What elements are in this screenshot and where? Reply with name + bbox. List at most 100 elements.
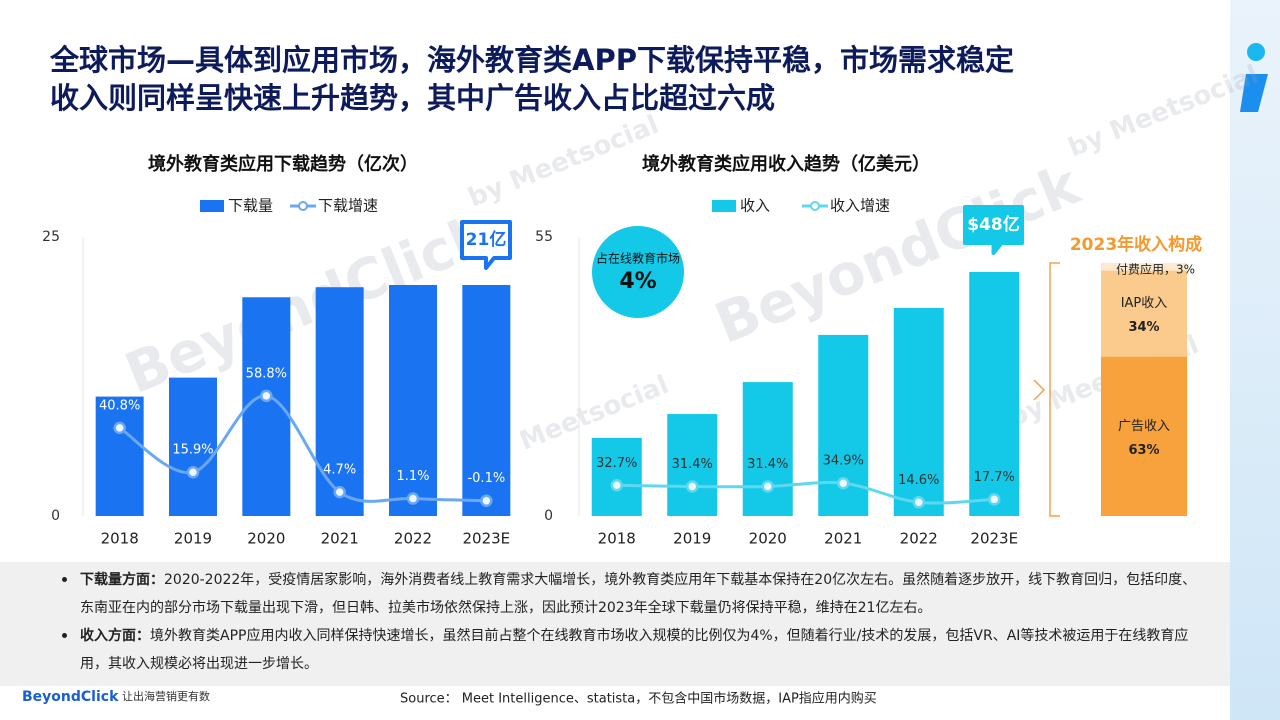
- bracket: [1049, 262, 1060, 517]
- callout-text: $48亿: [967, 214, 1020, 235]
- data-label: 32.7%: [596, 456, 637, 471]
- note-label: 收入方面：: [80, 628, 150, 644]
- y-tick-label: 0: [51, 508, 60, 524]
- line-point: [333, 485, 346, 499]
- bar: [893, 308, 944, 516]
- footer-slogan: 让出海营销更有数: [122, 689, 210, 703]
- segment-label: 34%: [1128, 320, 1159, 335]
- segment-name: 广告收入: [1118, 419, 1170, 434]
- data-label: 4.7%: [323, 463, 356, 478]
- line-point: [113, 421, 126, 435]
- line-point: [761, 480, 774, 493]
- legend-label: 下载增速: [318, 197, 378, 215]
- stack-segment: [1101, 270, 1187, 357]
- bar: [389, 284, 437, 516]
- x-tick-label: 2018: [101, 530, 139, 548]
- legend-swatch: [200, 200, 224, 212]
- data-label: 40.8%: [99, 398, 140, 413]
- x-tick-label: 2023E: [463, 530, 511, 548]
- bar: [591, 437, 642, 516]
- notes: 下载量方面：2020-2022年，受疫情居家影响，海外消费者线上教育需求大幅增长…: [58, 566, 1208, 678]
- x-tick-label: 2018: [598, 530, 636, 548]
- bar: [315, 287, 364, 516]
- legend-dot: [298, 201, 308, 211]
- y-tick-label: 55: [535, 229, 553, 245]
- line-point: [988, 493, 1001, 506]
- watermark: by Meetsocial: [464, 110, 663, 214]
- segment-label: 63%: [1128, 443, 1159, 458]
- share-text: 占在线教育市场: [596, 251, 680, 266]
- line-point: [837, 476, 850, 490]
- x-tick-label: 2023E: [970, 530, 1018, 548]
- share-circle: [592, 226, 684, 318]
- x-tick-label: 2020: [749, 530, 787, 548]
- bar: [169, 377, 217, 516]
- line-point: [610, 479, 623, 492]
- callout: [963, 205, 1024, 255]
- x-tick-label: 2022: [900, 530, 938, 548]
- y-tick-label: 0: [544, 508, 553, 524]
- watermark: BeyondClick: [117, 202, 500, 407]
- data-label: 58.8%: [246, 366, 287, 381]
- chart-title: 2023年收入构成: [1070, 234, 1202, 255]
- bracket-tip: [1033, 379, 1046, 401]
- legend-dot: [810, 201, 820, 211]
- footer-source: Source： Meet Intelligence、statista，不包含中国…: [400, 691, 877, 707]
- x-tick-label: 2019: [673, 530, 711, 548]
- x-tick-label: 2022: [394, 530, 432, 548]
- x-tick-label: 2021: [321, 530, 359, 548]
- note-label: 下载量方面：: [80, 572, 164, 588]
- title: 全球市场—具体到应用市场，海外教育类APP下载保持平稳，市场需求稳定: [49, 43, 1014, 77]
- data-label: 31.4%: [672, 457, 713, 472]
- note-text: 2020-2022年，受疫情居家影响，海外消费者线上教育需求大幅增长，境外教育类…: [80, 572, 1197, 616]
- stack-segment: [1101, 263, 1187, 271]
- data-label: 14.6%: [898, 473, 939, 488]
- chart-title: 境外教育类应用收入趋势（亿美元）: [642, 153, 930, 175]
- bar: [742, 382, 793, 516]
- chart-title: 境外教育类应用下载趋势（亿次）: [148, 153, 418, 175]
- y-tick-label: 25: [42, 229, 60, 245]
- bar: [969, 272, 1020, 516]
- callout-text: 21亿: [466, 229, 507, 250]
- line: [616, 481, 995, 505]
- segment-name: IAP收入: [1121, 296, 1168, 311]
- line-point: [260, 389, 273, 403]
- data-label: 31.4%: [747, 457, 788, 472]
- notes-bg: [0, 562, 1230, 686]
- data-label: 15.9%: [172, 443, 213, 458]
- side-band: [1230, 0, 1280, 720]
- note: 下载量方面：2020-2022年，受疫情居家影响，海外消费者线上教育需求大幅增长…: [58, 566, 1208, 622]
- line-point: [480, 494, 493, 507]
- legend-swatch: [712, 200, 736, 212]
- x-tick-label: 2020: [247, 530, 285, 548]
- legend-label: 收入: [740, 197, 770, 215]
- data-label: 1.1%: [396, 469, 429, 484]
- logo-bar: [1240, 74, 1268, 112]
- stack-segment: [1101, 356, 1187, 516]
- title: 收入则同样呈快速上升趋势，其中广告收入占比超过六成: [50, 81, 775, 115]
- logo-dot: [1247, 43, 1265, 61]
- line-point: [686, 480, 699, 493]
- data-label: 17.7%: [974, 470, 1015, 485]
- share-value: 4%: [619, 269, 656, 294]
- line-point: [186, 465, 200, 479]
- data-label: 34.9%: [823, 454, 864, 469]
- footer-logo: BeyondClick: [22, 689, 119, 705]
- legend-label: 收入增速: [830, 197, 890, 215]
- bar: [462, 284, 511, 516]
- x-tick-label: 2021: [824, 530, 862, 548]
- data-label: -0.1%: [467, 471, 505, 486]
- x-tick-label: 2019: [174, 530, 212, 548]
- legend-label: 下载量: [228, 197, 273, 215]
- segment-name: 付费应用: [1116, 262, 1164, 277]
- line-point: [406, 492, 420, 505]
- line-point: [912, 496, 925, 509]
- callout: [460, 220, 512, 270]
- bar: [95, 396, 144, 516]
- bar: [667, 414, 718, 516]
- note: 收入方面：境外教育类APP应用内收入同样保持快速增长，虽然目前占整个在线教育市场…: [58, 622, 1208, 678]
- segment-label: ，3%: [1164, 263, 1195, 277]
- note-text: 境外教育类APP应用内收入同样保持快速增长，虽然目前占整个在线教育市场收入规模的…: [80, 628, 1189, 672]
